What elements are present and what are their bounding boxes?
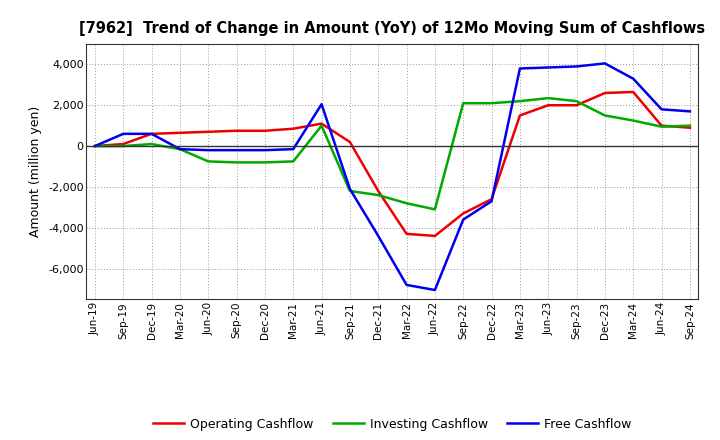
- Line: Free Cashflow: Free Cashflow: [95, 63, 690, 290]
- Investing Cashflow: [374, 192, 382, 198]
- Operating Cashflow: [261, 128, 269, 133]
- Investing Cashflow: [657, 124, 666, 129]
- Investing Cashflow: [204, 159, 212, 164]
- Operating Cashflow: [318, 121, 326, 126]
- Free Cashflow: [119, 131, 127, 136]
- Operating Cashflow: [487, 197, 496, 202]
- Investing Cashflow: [600, 113, 609, 118]
- Free Cashflow: [233, 147, 241, 153]
- Free Cashflow: [204, 147, 212, 153]
- Operating Cashflow: [459, 211, 467, 216]
- Free Cashflow: [544, 65, 552, 70]
- Operating Cashflow: [374, 188, 382, 194]
- Free Cashflow: [657, 106, 666, 112]
- Investing Cashflow: [402, 201, 411, 206]
- Operating Cashflow: [657, 123, 666, 128]
- Free Cashflow: [374, 233, 382, 238]
- Free Cashflow: [318, 102, 326, 107]
- Investing Cashflow: [544, 95, 552, 101]
- Operating Cashflow: [572, 103, 581, 108]
- Investing Cashflow: [91, 143, 99, 149]
- Operating Cashflow: [346, 139, 354, 145]
- Investing Cashflow: [516, 99, 524, 104]
- Investing Cashflow: [289, 159, 297, 164]
- Free Cashflow: [600, 61, 609, 66]
- Investing Cashflow: [459, 101, 467, 106]
- Operating Cashflow: [516, 113, 524, 118]
- Investing Cashflow: [119, 143, 127, 149]
- Legend: Operating Cashflow, Investing Cashflow, Free Cashflow: Operating Cashflow, Investing Cashflow, …: [148, 413, 636, 436]
- Free Cashflow: [289, 147, 297, 152]
- Free Cashflow: [629, 76, 637, 81]
- Operating Cashflow: [119, 141, 127, 147]
- Free Cashflow: [487, 198, 496, 204]
- Free Cashflow: [459, 217, 467, 222]
- Investing Cashflow: [148, 141, 156, 147]
- Operating Cashflow: [148, 131, 156, 136]
- Investing Cashflow: [487, 101, 496, 106]
- Operating Cashflow: [600, 90, 609, 95]
- Operating Cashflow: [233, 128, 241, 133]
- Title: [7962]  Trend of Change in Amount (YoY) of 12Mo Moving Sum of Cashflows: [7962] Trend of Change in Amount (YoY) o…: [79, 21, 706, 36]
- Operating Cashflow: [629, 89, 637, 95]
- Free Cashflow: [402, 282, 411, 288]
- Investing Cashflow: [431, 207, 439, 212]
- Free Cashflow: [176, 147, 184, 152]
- Operating Cashflow: [91, 143, 99, 149]
- Investing Cashflow: [233, 160, 241, 165]
- Y-axis label: Amount (million yen): Amount (million yen): [30, 106, 42, 237]
- Investing Cashflow: [318, 123, 326, 128]
- Line: Operating Cashflow: Operating Cashflow: [95, 92, 690, 236]
- Free Cashflow: [572, 64, 581, 69]
- Operating Cashflow: [431, 233, 439, 238]
- Investing Cashflow: [629, 118, 637, 123]
- Operating Cashflow: [402, 231, 411, 237]
- Operating Cashflow: [685, 125, 694, 130]
- Free Cashflow: [346, 186, 354, 191]
- Investing Cashflow: [346, 188, 354, 194]
- Free Cashflow: [148, 131, 156, 136]
- Investing Cashflow: [176, 147, 184, 152]
- Free Cashflow: [685, 109, 694, 114]
- Free Cashflow: [261, 147, 269, 153]
- Free Cashflow: [91, 143, 99, 149]
- Operating Cashflow: [289, 126, 297, 132]
- Investing Cashflow: [261, 160, 269, 165]
- Operating Cashflow: [176, 130, 184, 136]
- Investing Cashflow: [685, 123, 694, 128]
- Investing Cashflow: [572, 99, 581, 104]
- Operating Cashflow: [544, 103, 552, 108]
- Line: Investing Cashflow: Investing Cashflow: [95, 98, 690, 209]
- Operating Cashflow: [204, 129, 212, 135]
- Free Cashflow: [516, 66, 524, 71]
- Free Cashflow: [431, 287, 439, 293]
